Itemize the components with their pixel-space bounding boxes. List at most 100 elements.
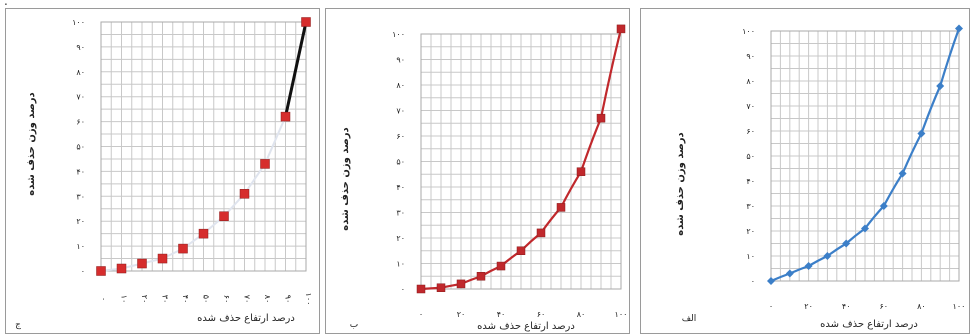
- x-tick-label: ۶۰: [537, 310, 546, 319]
- y-tick-label: ۷۰: [76, 93, 85, 102]
- data-point: [917, 129, 926, 138]
- x-tick-label: ۲۰: [140, 295, 149, 304]
- data-point: [516, 246, 526, 255]
- data-point: [116, 263, 127, 274]
- x-tick-label: ۱۰۰: [953, 302, 966, 311]
- y-tick-label: ۶۰: [76, 118, 85, 127]
- y-tick-label: ۹۰: [746, 52, 755, 61]
- data-point: [767, 277, 775, 285]
- data-point: [96, 266, 106, 276]
- x-tick-label: ۴۰: [181, 295, 190, 304]
- chart-c-svg: ۰ ۱۰ ۲۰ ۳۰ ۴۰ ۵۰ ۶۰ ۷۰ ۸۰ ۹۰ ۱۰۰ ۰ ۱۰ ۲۰ ۳۰ ۴۰ ۵۰ ۶۰ ۷۰ ۸۰ ۹…: [15, 17, 313, 330]
- y-tick-label: ۵۰: [396, 158, 405, 167]
- panel-label: ج: [15, 320, 21, 330]
- x-tick-label: ۸۰: [917, 302, 926, 311]
- y-tick-label: ۸۰: [746, 77, 755, 86]
- y-tick-label: ۶۰: [396, 132, 405, 141]
- x-tick-label: ۸۰: [263, 295, 272, 304]
- plot-frame: [100, 21, 307, 272]
- data-point: [804, 262, 813, 270]
- data-point: [280, 111, 291, 122]
- data-point: [936, 82, 945, 90]
- y-tick-label: ۴۰: [76, 167, 85, 176]
- y-tick-label: ۱۰: [396, 260, 405, 269]
- data-point: [823, 252, 832, 260]
- data-point: [496, 261, 506, 271]
- chart-a-svg: ۰ ۱۰ ۲۰ ۳۰ ۴۰ ۵۰ ۶۰ ۷۰ ۸۰ ۹۰ ۱۰۰ ۰ ۲۰ ۴۰ ۶۰ ۸۰ ۱۰۰ درصد و…: [675, 24, 966, 330]
- x-axis-label: درصد ارتفاع حذف شده: [477, 321, 575, 332]
- y-tick-label: ۳۰: [396, 209, 405, 218]
- y-axis-label: درصد وزن حذف شده: [26, 92, 37, 195]
- y-tick-label: ۳۰: [76, 192, 85, 201]
- panel-label: الف: [682, 314, 697, 324]
- data-point: [219, 211, 229, 221]
- plot-frame: [420, 33, 622, 290]
- data-point: [456, 279, 466, 289]
- chart-panel-b: ۰ ۱۰ ۲۰ ۳۰ ۴۰ ۵۰ ۶۰ ۷۰ ۸۰ ۹۰ ۱۰۰ ۰ ۲۰ ۴۰ ۶۰ ۸۰ ۱۰۰ درصد و…: [325, 8, 630, 334]
- chart-panel-c: ۰ ۱۰ ۲۰ ۳۰ ۴۰ ۵۰ ۶۰ ۷۰ ۸۰ ۹۰ ۱۰۰ ۰ ۱۰ ۲۰ ۳۰ ۴۰ ۵۰ ۶۰ ۷۰ ۸۰ ۹…: [5, 8, 320, 334]
- x-tick-label: ۰: [419, 310, 423, 319]
- x-tick-label: ۱۰۰: [304, 293, 313, 306]
- x-tick-label: ۹۰: [284, 295, 293, 304]
- data-point: [556, 203, 566, 212]
- y-tick-label: ۹۰: [76, 43, 85, 52]
- y-tick-label: ۵۰: [76, 143, 85, 152]
- data-point: [416, 284, 426, 294]
- y-tick-label: ۰: [81, 267, 85, 276]
- plot-frame: [770, 30, 960, 282]
- series-segment: [243, 163, 266, 195]
- data-point: [137, 258, 147, 269]
- x-tick-label: ۸۰: [577, 310, 586, 319]
- y-tick-label: ۹۰: [396, 56, 405, 65]
- x-tick-label: ۲۰: [804, 302, 813, 311]
- y-tick-label: ۲۰: [396, 234, 405, 243]
- corner-mark: .: [4, 0, 8, 8]
- data-point: [476, 272, 486, 281]
- y-tick-label: ۵۰: [746, 152, 755, 161]
- grid: [100, 21, 307, 272]
- y-tick-label: ۲۰: [746, 227, 755, 236]
- data-point: [157, 253, 168, 264]
- data-point: [898, 169, 907, 178]
- chart-panel-a: ۰ ۱۰ ۲۰ ۳۰ ۴۰ ۵۰ ۶۰ ۷۰ ۸۰ ۹۰ ۱۰۰ ۰ ۲۰ ۴۰ ۶۰ ۸۰ ۱۰۰ درصد و…: [640, 8, 970, 334]
- data-point: [198, 228, 209, 239]
- x-tick-label: ۶۰: [222, 295, 231, 304]
- series-segment: [284, 21, 308, 117]
- x-tick-label: ۱۰۰: [615, 310, 628, 319]
- data-point: [861, 224, 869, 233]
- x-axis-label: درصد ارتفاع حذف شده: [197, 313, 295, 324]
- data-point: [596, 113, 606, 123]
- y-tick-label: ۷۰: [396, 107, 405, 116]
- data-point: [260, 159, 270, 169]
- y-tick-label: ۱۰۰: [742, 27, 755, 36]
- x-tick-label: ۵۰: [202, 295, 211, 304]
- y-tick-label: ۱۰: [746, 252, 755, 261]
- y-tick-label: ۳۰: [746, 202, 755, 211]
- y-tick-label: ۰: [751, 277, 755, 286]
- data-point: [301, 17, 311, 27]
- grid: [770, 30, 960, 282]
- x-tick-label: ۳۰: [161, 295, 170, 304]
- y-tick-label: ۱۰: [76, 242, 85, 251]
- x-tick-label: ۰: [99, 297, 108, 301]
- data-point: [536, 228, 546, 238]
- data-point: [239, 189, 250, 199]
- series-segment: [264, 116, 287, 165]
- x-tick-label: ۶۰: [880, 302, 889, 311]
- data-point: [436, 283, 446, 292]
- data-point: [842, 239, 851, 248]
- y-tick-label: ۴۰: [396, 183, 405, 192]
- y-tick-label: ۴۰: [746, 177, 755, 186]
- data-point: [785, 269, 794, 278]
- x-axis-label: درصد ارتفاع حذف شده: [820, 319, 918, 330]
- y-tick-label: ۸۰: [396, 81, 405, 90]
- y-tick-label: ۱۰۰: [392, 30, 405, 39]
- data-point: [178, 243, 188, 254]
- y-tick-label: ۶۰: [746, 127, 755, 136]
- y-tick-label: ۱۰۰: [72, 18, 85, 27]
- y-axis-label: درصد وزن حذف شده: [675, 132, 686, 235]
- data-point: [955, 24, 963, 33]
- y-tick-label: ۲۰: [76, 217, 85, 226]
- x-tick-label: ۱۰: [120, 295, 129, 304]
- y-tick-label: ۸۰: [76, 68, 85, 77]
